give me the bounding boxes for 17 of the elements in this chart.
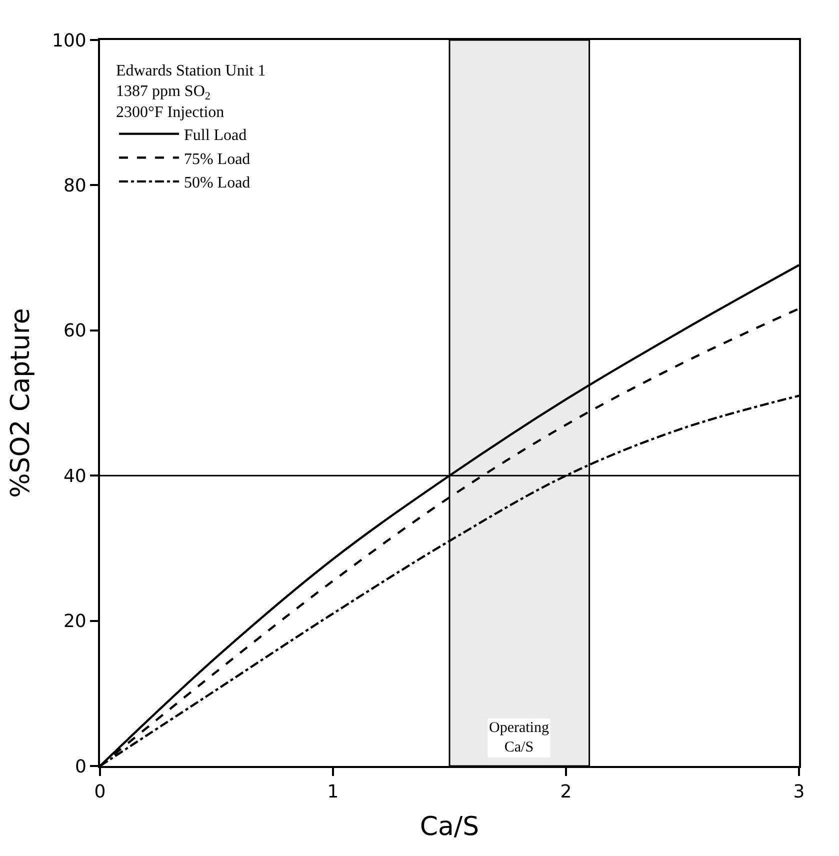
x-tick-label: 3 bbox=[793, 782, 805, 803]
legend-label: 50% Load bbox=[184, 174, 250, 192]
y-axis-title: %SO2 Capture bbox=[6, 308, 36, 498]
x-axis-title: Ca/S bbox=[420, 812, 480, 842]
y-tick-label: 20 bbox=[63, 611, 86, 632]
y-tick-label: 0 bbox=[74, 756, 86, 778]
x-tick-label: 2 bbox=[560, 782, 572, 803]
legend-label: 75% Load bbox=[184, 150, 250, 168]
legend-title: Edwards Station Unit 1 1387 ppm SO$_{2}$ 2300°F Injection bbox=[116, 62, 266, 121]
band-label: Operating Ca/S bbox=[489, 720, 550, 756]
y-tick-label: 80 bbox=[63, 176, 86, 196]
x-tick-label: 0 bbox=[94, 782, 106, 803]
y-tick-label: 60 bbox=[63, 320, 86, 342]
y-tick-label: 100 bbox=[52, 30, 86, 52]
legend-label: Full Load bbox=[184, 127, 247, 144]
x-tick-label: 1 bbox=[327, 782, 339, 803]
y-tick-label: 40 bbox=[63, 466, 86, 487]
